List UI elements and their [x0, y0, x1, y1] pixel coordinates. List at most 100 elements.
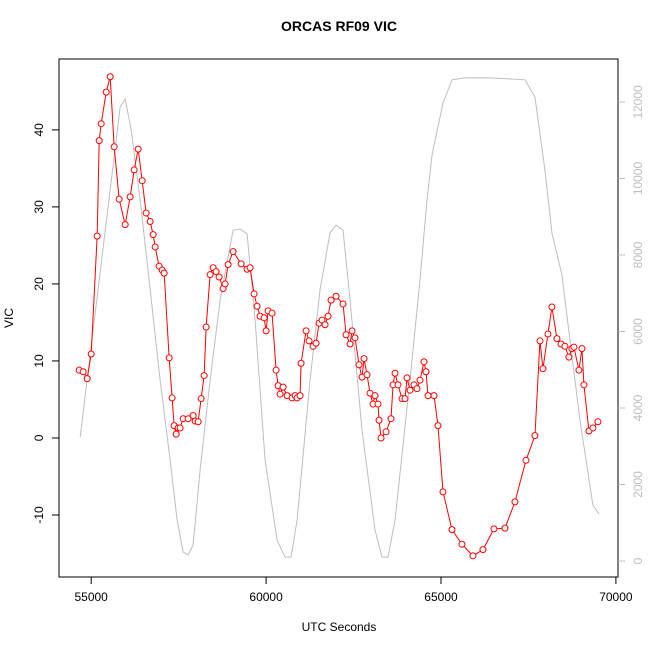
data-point [439, 488, 447, 496]
data-point [79, 368, 87, 376]
data-point [351, 334, 359, 342]
data-point [544, 330, 552, 338]
data-point [522, 456, 530, 464]
data-point [172, 430, 180, 438]
data-point [570, 343, 578, 351]
data-point [110, 143, 118, 151]
data-point [246, 264, 254, 272]
data-point [548, 303, 556, 311]
data-point [297, 359, 305, 367]
data-point [580, 381, 588, 389]
y2-tick-label: 10000 [631, 161, 645, 195]
y-tick-label: 40 [32, 123, 46, 137]
data-point [302, 327, 310, 335]
data-point [130, 166, 138, 174]
data-point [224, 261, 232, 269]
data-point [420, 358, 428, 366]
data-point [391, 369, 399, 377]
data-point [237, 260, 245, 268]
data-point [260, 314, 268, 322]
data-point [346, 340, 354, 348]
data-point [511, 498, 519, 506]
data-point [168, 394, 176, 402]
data-point [115, 195, 123, 203]
data-point [387, 415, 395, 423]
data-point [406, 386, 414, 394]
data-point [360, 355, 368, 363]
y2-tick-label: 0 [631, 557, 645, 564]
data-point [501, 524, 509, 532]
x-tick-label: 60000 [249, 590, 283, 604]
x-tick-label: 55000 [74, 590, 108, 604]
data-point [102, 88, 110, 96]
x-tick-label: 70000 [599, 590, 633, 604]
data-point [377, 434, 385, 442]
x-tick-label: 65000 [424, 590, 458, 604]
data-point [342, 331, 350, 339]
data-point [126, 193, 134, 201]
data-point [97, 120, 105, 128]
y-axis-label: VIC [2, 308, 16, 328]
data-point [95, 137, 103, 145]
data-point [594, 418, 602, 426]
y2-tick-label: 12000 [631, 85, 645, 119]
data-point [134, 145, 142, 153]
data-point [151, 243, 159, 251]
y2-tick-label: 4000 [631, 394, 645, 421]
data-point [553, 335, 561, 343]
data-point [424, 392, 432, 400]
data-point [539, 365, 547, 373]
data-point [212, 268, 220, 276]
data-point [176, 424, 184, 432]
data-point [194, 418, 202, 426]
data-point [106, 73, 114, 81]
data-point [215, 273, 223, 281]
data-point [375, 416, 383, 424]
data-point [348, 327, 356, 335]
data-point [83, 375, 91, 383]
data-point [138, 177, 146, 185]
data-point [422, 368, 430, 376]
data-point [403, 374, 411, 382]
y-tick-label: -10 [32, 506, 46, 524]
data-point [565, 353, 573, 361]
y2-tick-label: 6000 [631, 318, 645, 345]
data-point [121, 221, 129, 229]
data-point [416, 376, 424, 384]
data-point [149, 231, 157, 239]
data-point [490, 525, 498, 533]
data-point [312, 339, 320, 347]
data-point [371, 392, 379, 400]
data-point [202, 323, 210, 331]
y2-tick-label: 8000 [631, 241, 645, 268]
data-point [430, 392, 438, 400]
data-point [93, 232, 101, 240]
data-point [305, 337, 313, 345]
data-point [197, 395, 205, 403]
y-tick-label: 20 [32, 277, 46, 291]
y2-tick-label: 2000 [631, 471, 645, 498]
data-point [324, 312, 332, 320]
data-point [458, 540, 466, 548]
data-point [276, 390, 284, 398]
data-point [160, 269, 168, 277]
data-point [575, 366, 583, 374]
data-point [531, 432, 539, 440]
data-point [250, 290, 258, 298]
data-point [374, 400, 382, 408]
data-point [561, 342, 569, 350]
data-point [339, 300, 347, 308]
data-point [327, 296, 335, 304]
data-point [469, 552, 477, 560]
x-axis-label: UTC Seconds [302, 620, 377, 634]
data-point [229, 248, 237, 256]
data-point [321, 321, 329, 329]
data-point [279, 383, 287, 391]
data-point [142, 209, 150, 217]
data-point [394, 381, 402, 389]
data-point [184, 415, 192, 423]
data-point [355, 361, 363, 369]
series-line [79, 77, 600, 558]
y-tick-label: 0 [32, 434, 46, 441]
data-point [87, 350, 95, 358]
